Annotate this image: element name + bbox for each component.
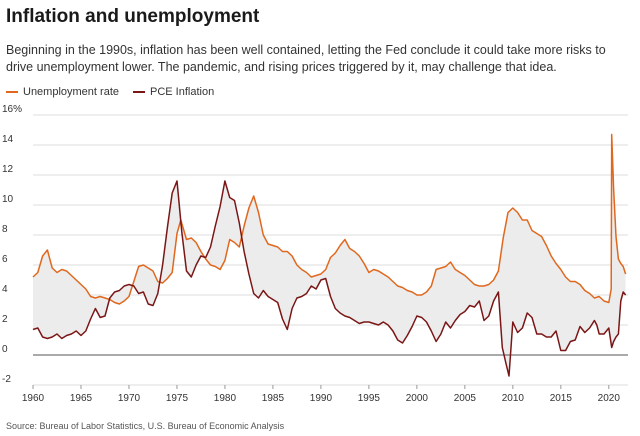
y-tick-label: 14 <box>2 134 14 145</box>
y-tick-label: 2 <box>2 314 8 325</box>
legend-swatch-unemployment <box>6 91 18 93</box>
x-tick-label: 1975 <box>166 393 189 404</box>
chart-title: Inflation and unemployment <box>6 6 260 27</box>
legend-item-inflation: PCE Inflation <box>133 86 214 98</box>
y-tick-label: 16% <box>2 104 22 115</box>
source-note: Source: Bureau of Labor Statistics, U.S.… <box>6 421 285 431</box>
x-tick-label: 2010 <box>502 393 525 404</box>
y-tick-label: 8 <box>2 224 8 235</box>
line-chart: 16% 14 12 10 8 6 4 2 0 -2 1960 1965 1970 1975 1980 1985… <box>2 104 628 404</box>
x-tick-label: 1985 <box>262 393 285 404</box>
x-tick-label: 1965 <box>70 393 93 404</box>
shaded-gap-area <box>33 134 626 376</box>
y-tick-label: 12 <box>2 164 14 175</box>
legend-swatch-inflation <box>133 91 145 93</box>
series-line-inflation <box>32 180 627 377</box>
legend: Unemployment rate PCE Inflation <box>6 86 214 98</box>
series-line-unemployment <box>32 133 627 305</box>
x-tick-label: 2005 <box>454 393 477 404</box>
y-tick-label: 6 <box>2 254 8 265</box>
chart-subtitle: Beginning in the 1990s, inflation has be… <box>6 43 606 74</box>
legend-item-unemployment: Unemployment rate <box>6 86 119 98</box>
x-tick-label: 2015 <box>550 393 573 404</box>
x-tick-label: 1995 <box>358 393 381 404</box>
x-tick-label: 2000 <box>406 393 429 404</box>
legend-label-unemployment: Unemployment rate <box>23 86 119 98</box>
y-tick-label: 10 <box>2 194 14 205</box>
x-tick-label: 1970 <box>118 393 141 404</box>
x-tick-label: 1980 <box>214 393 237 404</box>
x-tick-label: 1960 <box>22 393 45 404</box>
y-tick-label: 4 <box>2 284 8 295</box>
x-tick-label: 1990 <box>310 393 333 404</box>
y-tick-label: 0 <box>2 344 8 355</box>
legend-label-inflation: PCE Inflation <box>150 86 215 98</box>
x-tick-label: 2020 <box>598 393 621 404</box>
y-tick-label: -2 <box>2 374 11 385</box>
